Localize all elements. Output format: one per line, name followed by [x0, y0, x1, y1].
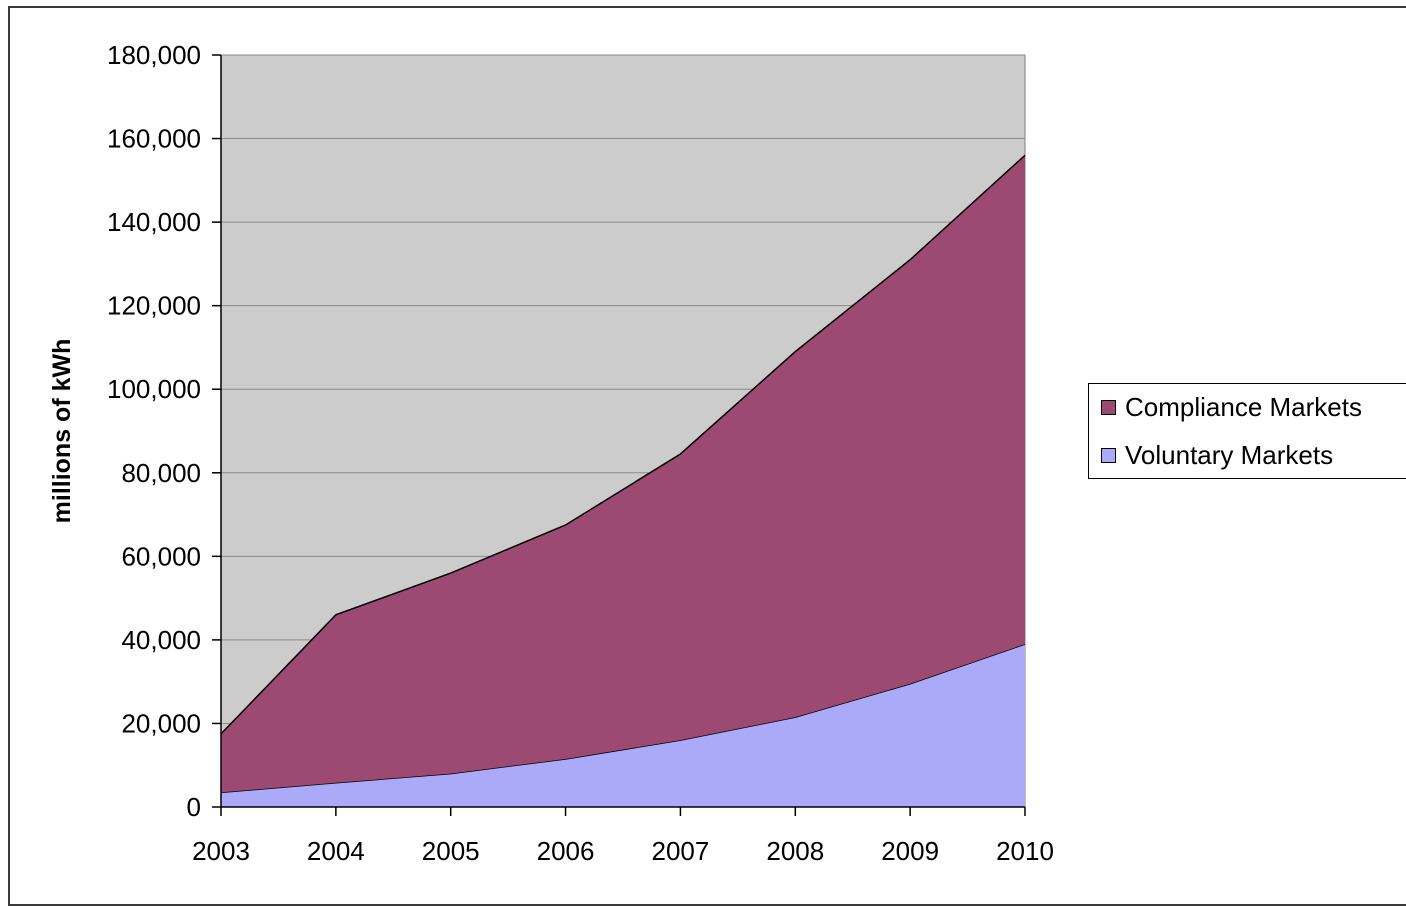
y-tick-label: 80,000: [121, 458, 201, 488]
x-tick-label: 2009: [881, 836, 939, 866]
y-tick-label: 180,000: [107, 40, 201, 70]
line-voluntary-markets: [220, 643, 1026, 794]
legend: Compliance Markets Voluntary Markets: [1088, 383, 1406, 479]
x-tick-label: 2007: [652, 836, 710, 866]
legend-swatch-voluntary: [1101, 448, 1116, 463]
legend-swatch-compliance: [1101, 400, 1116, 415]
y-axis-label: millions of kWh: [48, 339, 76, 524]
legend-label-compliance: Compliance Markets: [1125, 392, 1362, 422]
x-tick-label: 2006: [537, 836, 595, 866]
y-tick-label: 160,000: [107, 124, 201, 154]
y-tick-label: 60,000: [121, 541, 201, 571]
y-tick-label: 0: [187, 792, 201, 822]
legend-item-compliance-markets: Compliance Markets: [1101, 392, 1362, 423]
x-tick-label: 2008: [766, 836, 824, 866]
y-tick-label: 120,000: [107, 291, 201, 321]
area-compliance-markets: [221, 155, 1025, 793]
line-compliance-markets: [220, 154, 1026, 735]
y-tick-label: 100,000: [107, 374, 201, 404]
y-tick-label: 140,000: [107, 207, 201, 237]
y-tick-label: 20,000: [121, 708, 201, 738]
y-tick-label: 40,000: [121, 625, 201, 655]
legend-item-voluntary-markets: Voluntary Markets: [1101, 440, 1333, 471]
x-tick-label: 2004: [307, 836, 365, 866]
x-tick-label: 2010: [996, 836, 1054, 866]
x-tick-label: 2005: [422, 836, 480, 866]
x-tick-label: 2003: [192, 836, 250, 866]
area-voluntary-markets: [221, 644, 1025, 807]
legend-label-voluntary: Voluntary Markets: [1125, 440, 1334, 470]
